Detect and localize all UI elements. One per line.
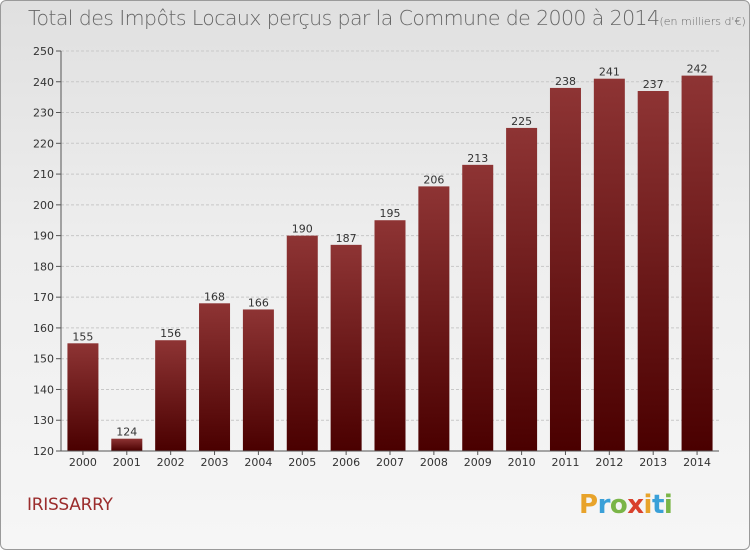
value-label-2004: 166: [248, 296, 269, 309]
value-label-2007: 195: [380, 207, 401, 220]
y-tick-label: 220: [33, 137, 54, 150]
value-label-2002: 156: [160, 327, 181, 340]
bar-2005: [286, 235, 318, 451]
bar-2008: [418, 186, 450, 451]
value-label-2014: 242: [687, 63, 708, 76]
y-tick-label: 170: [33, 291, 54, 304]
x-tick-label-2013: 2013: [639, 456, 667, 469]
value-label-2008: 206: [423, 173, 444, 186]
logo-letter: r: [597, 490, 611, 520]
logo-letter: i: [643, 490, 653, 520]
chart-title: Total des Impôts Locaux perçus par la Co…: [28, 6, 746, 30]
chart-title-main: Total des Impôts Locaux perçus par la Co…: [28, 6, 660, 30]
proxiti-logo: Proxiti: [579, 490, 673, 520]
x-tick-label-2009: 2009: [464, 456, 492, 469]
x-tick-label-2010: 2010: [508, 456, 536, 469]
bar-2003: [199, 303, 231, 451]
x-tick-label-2014: 2014: [683, 456, 711, 469]
value-label-2009: 213: [467, 152, 488, 165]
bar-2000: [67, 343, 99, 451]
value-label-2001: 124: [116, 426, 137, 439]
value-label-2005: 190: [292, 223, 313, 236]
value-label-2003: 168: [204, 290, 225, 303]
y-tick-label: 240: [33, 76, 54, 89]
chart-title-unit: (en milliers d'€): [659, 15, 746, 28]
value-label-2013: 237: [643, 78, 664, 91]
y-tick-label: 230: [33, 107, 54, 120]
x-tick-label-2008: 2008: [420, 456, 448, 469]
y-tick-label: 190: [33, 230, 54, 243]
logo-letter: o: [609, 490, 628, 520]
y-tick-label: 210: [33, 168, 54, 181]
x-tick-label-2006: 2006: [332, 456, 360, 469]
bar-2007: [374, 220, 406, 451]
value-label-2000: 155: [72, 330, 93, 343]
bar-2011: [549, 87, 581, 451]
bar-2012: [593, 78, 625, 451]
bar-2009: [462, 164, 494, 451]
bar-2010: [506, 127, 538, 451]
bars: [67, 75, 713, 451]
x-tick-label-2004: 2004: [244, 456, 272, 469]
y-tick-label: 200: [33, 199, 54, 212]
labels: 120 130 140 150 160 170 180 190 200 210 220 230 240 2…: [33, 45, 711, 469]
bar-2014: [681, 75, 713, 451]
axes: [56, 50, 719, 455]
x-tick-label-2012: 2012: [595, 456, 623, 469]
logo-letter: x: [627, 490, 644, 520]
bar-2004: [242, 309, 274, 451]
logo-letter: t: [651, 490, 664, 520]
y-tick-label: 130: [33, 414, 54, 427]
y-tick-label: 160: [33, 322, 54, 335]
value-label-2011: 238: [555, 75, 576, 88]
bar-2006: [330, 244, 362, 451]
value-label-2010: 225: [511, 115, 532, 128]
commune-name: IRISSARRY: [27, 495, 113, 515]
x-tick-label-2005: 2005: [288, 456, 316, 469]
x-tick-label-2000: 2000: [69, 456, 97, 469]
value-label-2012: 241: [599, 66, 620, 79]
x-tick-label-2002: 2002: [157, 456, 185, 469]
logo-letter: P: [579, 490, 598, 520]
y-tick-label: 180: [33, 260, 54, 273]
y-tick-label: 250: [33, 45, 54, 58]
value-label-2006: 187: [336, 232, 357, 245]
x-tick-label-2003: 2003: [201, 456, 229, 469]
x-tick-label-2001: 2001: [113, 456, 141, 469]
bar-2001: [111, 438, 143, 451]
x-tick-label-2011: 2011: [551, 456, 579, 469]
bar-2013: [637, 91, 669, 451]
y-tick-label: 140: [33, 383, 54, 396]
y-tick-label: 120: [33, 445, 54, 458]
bar-2002: [155, 340, 187, 451]
y-tick-label: 150: [33, 353, 54, 366]
logo-letter: i: [663, 490, 673, 520]
x-tick-label-2007: 2007: [376, 456, 404, 469]
